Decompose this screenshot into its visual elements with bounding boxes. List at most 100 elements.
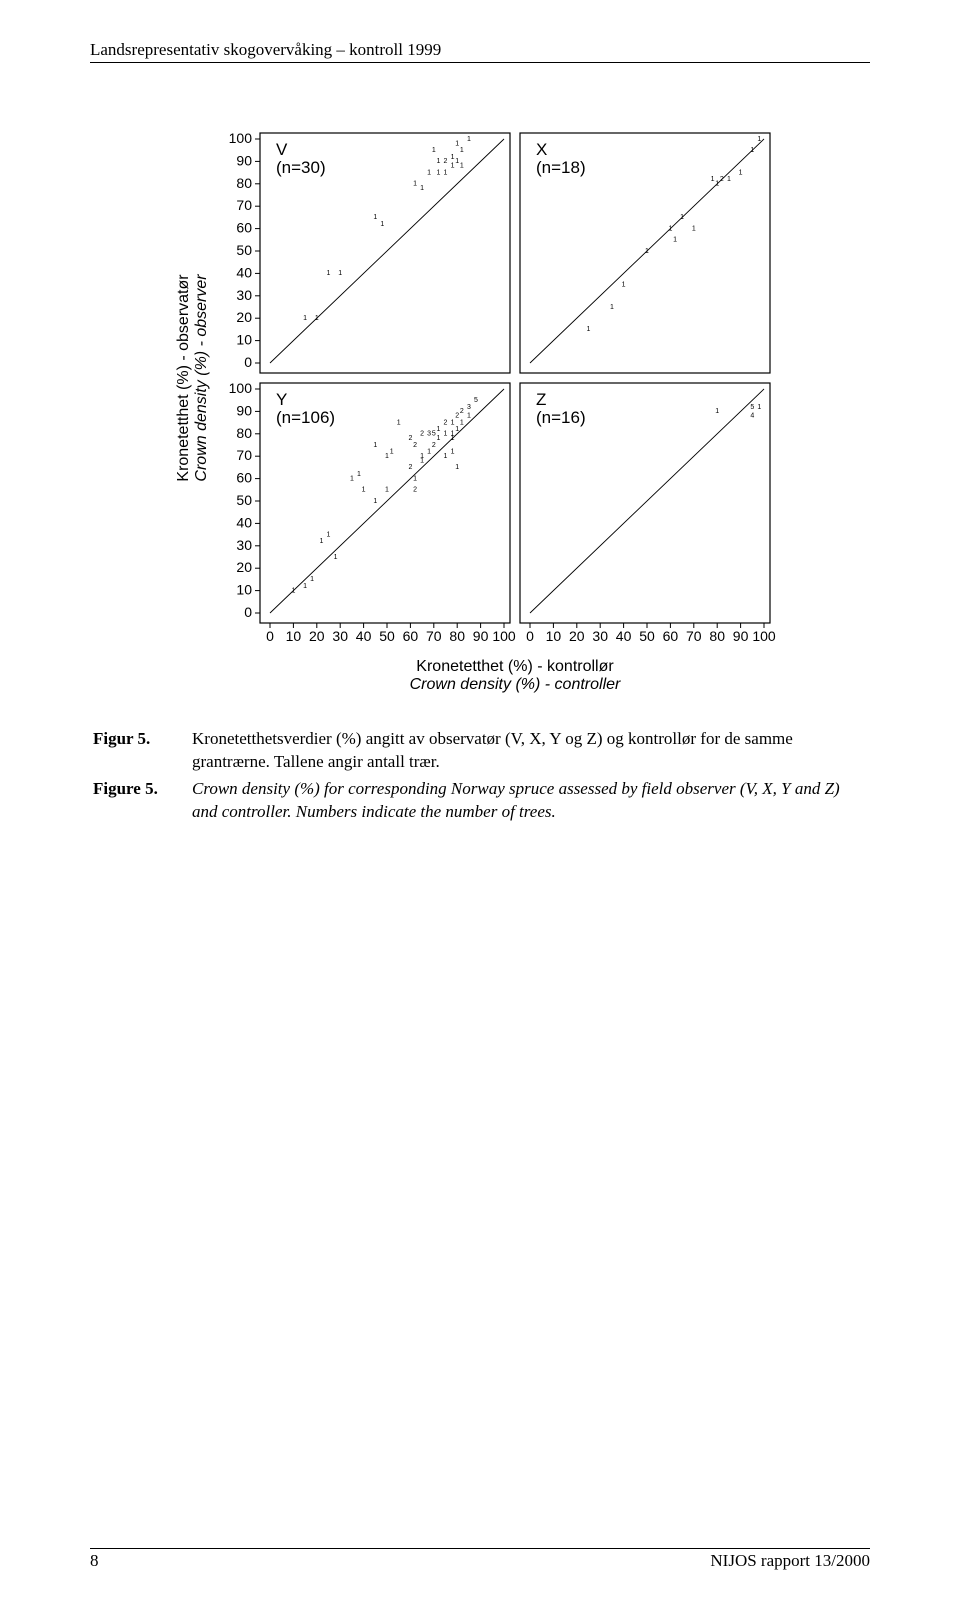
svg-text:2: 2 — [413, 487, 417, 494]
caption-label-en: Figure 5. — [92, 777, 189, 825]
svg-text:1: 1 — [320, 538, 324, 545]
svg-text:1: 1 — [444, 431, 448, 438]
svg-text:1: 1 — [437, 435, 441, 442]
svg-text:1: 1 — [373, 498, 377, 505]
svg-text:1: 1 — [303, 583, 307, 590]
svg-text:1: 1 — [715, 408, 719, 415]
svg-text:1: 1 — [467, 413, 471, 420]
svg-text:1: 1 — [310, 576, 314, 583]
scatter-grid: Kronetetthet (%) - observatørCrown densi… — [170, 123, 790, 695]
svg-text:90: 90 — [733, 628, 749, 644]
svg-text:1: 1 — [327, 531, 331, 538]
svg-text:1: 1 — [455, 140, 459, 147]
svg-text:1: 1 — [413, 475, 417, 482]
svg-text:1: 1 — [455, 426, 459, 433]
svg-text:60: 60 — [663, 628, 679, 644]
svg-text:30: 30 — [332, 628, 348, 644]
svg-text:5: 5 — [750, 404, 754, 411]
caption-text-en: Crown density (%) for corresponding Norw… — [191, 777, 868, 825]
svg-text:80: 80 — [236, 175, 252, 191]
svg-text:2: 2 — [444, 158, 448, 165]
svg-text:20: 20 — [236, 309, 252, 325]
report-id: NIJOS rapport 13/2000 — [710, 1551, 870, 1571]
svg-text:1: 1 — [437, 426, 441, 433]
svg-text:1: 1 — [460, 419, 464, 426]
svg-text:1: 1 — [291, 587, 295, 594]
svg-text:1: 1 — [362, 487, 366, 494]
running-header: Landsrepresentativ skogovervåking – kont… — [90, 40, 870, 63]
svg-text:1: 1 — [451, 435, 455, 442]
svg-text:1: 1 — [455, 158, 459, 165]
svg-text:1: 1 — [757, 136, 761, 143]
caption-text-nb: Kronetetthetsverdier (%) angitt av obser… — [191, 727, 868, 775]
svg-text:Kronetetthet (%) - kontrollørC: Kronetetthet (%) - kontrollørCrown densi… — [410, 658, 621, 693]
svg-text:20: 20 — [236, 559, 252, 575]
svg-text:X(n=18): X(n=18) — [536, 140, 586, 177]
svg-text:60: 60 — [236, 470, 252, 486]
svg-text:1: 1 — [437, 158, 441, 165]
svg-text:20: 20 — [309, 628, 325, 644]
svg-text:0: 0 — [266, 628, 274, 644]
svg-text:70: 70 — [426, 628, 442, 644]
svg-text:90: 90 — [236, 152, 252, 168]
svg-text:1: 1 — [739, 169, 743, 176]
svg-text:80: 80 — [709, 628, 725, 644]
svg-text:30: 30 — [236, 537, 252, 553]
svg-text:Y(n=106): Y(n=106) — [276, 390, 335, 427]
svg-text:100: 100 — [229, 130, 253, 146]
svg-text:1: 1 — [397, 419, 401, 426]
svg-text:70: 70 — [236, 447, 252, 463]
svg-text:1: 1 — [432, 147, 436, 154]
svg-text:5: 5 — [432, 431, 436, 438]
svg-text:1: 1 — [315, 315, 319, 322]
svg-text:1: 1 — [467, 136, 471, 143]
svg-text:1: 1 — [645, 248, 649, 255]
svg-text:20: 20 — [569, 628, 585, 644]
svg-text:1: 1 — [673, 237, 677, 244]
svg-text:30: 30 — [592, 628, 608, 644]
svg-text:2: 2 — [444, 419, 448, 426]
svg-text:40: 40 — [236, 264, 252, 280]
svg-text:1: 1 — [385, 487, 389, 494]
svg-text:2: 2 — [460, 408, 464, 415]
svg-text:70: 70 — [686, 628, 702, 644]
svg-text:40: 40 — [356, 628, 372, 644]
svg-text:1: 1 — [610, 304, 614, 311]
svg-text:1: 1 — [303, 315, 307, 322]
svg-text:40: 40 — [616, 628, 632, 644]
svg-text:50: 50 — [236, 242, 252, 258]
svg-text:2: 2 — [720, 176, 724, 183]
svg-text:1: 1 — [427, 169, 431, 176]
svg-text:1: 1 — [451, 163, 455, 170]
figure-5: Kronetetthet (%) - observatørCrown densi… — [170, 123, 790, 695]
svg-text:3: 3 — [467, 404, 471, 411]
svg-text:100: 100 — [492, 628, 516, 644]
svg-text:80: 80 — [236, 425, 252, 441]
svg-text:5: 5 — [474, 397, 478, 404]
svg-text:10: 10 — [546, 628, 562, 644]
svg-text:2: 2 — [432, 442, 436, 449]
svg-text:10: 10 — [236, 332, 252, 348]
page-number: 8 — [90, 1551, 99, 1571]
svg-text:1: 1 — [451, 419, 455, 426]
svg-text:1: 1 — [373, 442, 377, 449]
svg-text:10: 10 — [236, 582, 252, 598]
svg-text:80: 80 — [449, 628, 465, 644]
svg-text:10: 10 — [286, 628, 302, 644]
svg-text:1: 1 — [692, 225, 696, 232]
svg-text:50: 50 — [639, 628, 655, 644]
svg-text:70: 70 — [236, 197, 252, 213]
svg-text:1: 1 — [451, 154, 455, 161]
svg-text:100: 100 — [752, 628, 776, 644]
svg-text:1: 1 — [420, 453, 424, 460]
svg-text:60: 60 — [236, 220, 252, 236]
svg-text:2: 2 — [455, 413, 459, 420]
svg-text:1: 1 — [380, 221, 384, 228]
svg-text:1: 1 — [715, 181, 719, 188]
page-footer: 8 NIJOS rapport 13/2000 — [90, 1548, 870, 1571]
svg-text:1: 1 — [711, 176, 715, 183]
svg-text:1: 1 — [622, 281, 626, 288]
svg-text:V(n=30): V(n=30) — [276, 140, 326, 177]
svg-text:50: 50 — [379, 628, 395, 644]
svg-text:Kronetetthet (%) - observatørC: Kronetetthet (%) - observatørCrown densi… — [175, 274, 210, 482]
